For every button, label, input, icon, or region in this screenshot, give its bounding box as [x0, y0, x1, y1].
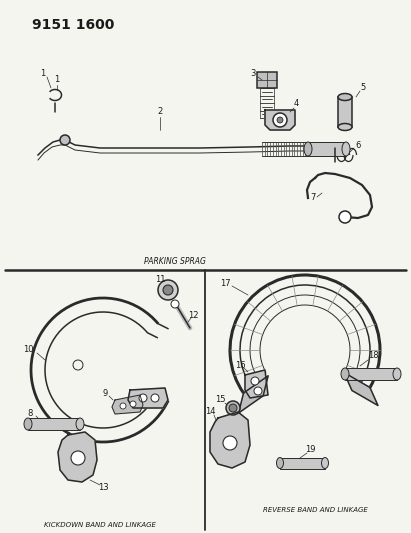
Polygon shape — [112, 395, 143, 414]
Text: 1: 1 — [40, 69, 46, 77]
Ellipse shape — [342, 142, 350, 156]
Text: 14: 14 — [205, 408, 215, 416]
Polygon shape — [210, 412, 250, 468]
Text: 16: 16 — [235, 360, 245, 369]
Bar — [280, 458, 325, 469]
Ellipse shape — [76, 418, 84, 430]
Ellipse shape — [277, 457, 284, 469]
Circle shape — [151, 394, 159, 402]
Circle shape — [339, 211, 351, 223]
Bar — [308, 142, 346, 156]
Circle shape — [158, 280, 178, 300]
Text: 15: 15 — [215, 395, 225, 405]
Ellipse shape — [393, 368, 401, 380]
Text: 1: 1 — [54, 76, 60, 85]
Polygon shape — [344, 373, 378, 406]
Circle shape — [163, 285, 173, 295]
Circle shape — [171, 300, 179, 308]
Text: 2: 2 — [157, 108, 163, 117]
Text: 7: 7 — [310, 193, 316, 203]
Text: 6: 6 — [356, 141, 361, 149]
Circle shape — [139, 394, 147, 402]
Polygon shape — [128, 388, 168, 408]
Polygon shape — [58, 432, 97, 482]
Ellipse shape — [338, 93, 352, 101]
Circle shape — [130, 401, 136, 407]
Circle shape — [226, 401, 240, 415]
Text: 10: 10 — [23, 345, 33, 354]
Text: 3: 3 — [250, 69, 256, 77]
Text: REVERSE BAND AND LINKAGE: REVERSE BAND AND LINKAGE — [263, 507, 367, 513]
Ellipse shape — [304, 142, 312, 156]
Polygon shape — [265, 110, 295, 130]
Ellipse shape — [341, 368, 349, 380]
Ellipse shape — [24, 418, 32, 430]
Text: 4: 4 — [293, 99, 299, 108]
Circle shape — [60, 135, 70, 145]
Text: 9151 1600: 9151 1600 — [32, 18, 114, 32]
Text: 5: 5 — [360, 83, 366, 92]
Text: 8: 8 — [27, 408, 33, 417]
Text: 9: 9 — [102, 389, 108, 398]
Circle shape — [254, 387, 262, 395]
Text: KICKDOWN BAND AND LINKAGE: KICKDOWN BAND AND LINKAGE — [44, 522, 156, 528]
Text: 13: 13 — [98, 483, 109, 492]
Text: 12: 12 — [188, 311, 198, 320]
Circle shape — [120, 403, 126, 409]
Text: 19: 19 — [305, 446, 315, 455]
Polygon shape — [238, 376, 268, 413]
Circle shape — [251, 377, 259, 385]
Ellipse shape — [321, 457, 328, 469]
Circle shape — [229, 404, 237, 412]
Bar — [28, 418, 80, 430]
Bar — [257, 72, 277, 88]
Text: 11: 11 — [155, 276, 165, 285]
Polygon shape — [245, 370, 268, 398]
Bar — [345, 368, 397, 380]
Text: 18: 18 — [368, 351, 378, 360]
Text: 17: 17 — [220, 279, 230, 287]
Ellipse shape — [338, 124, 352, 131]
Circle shape — [223, 436, 237, 450]
Circle shape — [273, 113, 287, 127]
Circle shape — [277, 117, 283, 123]
Circle shape — [71, 451, 85, 465]
Bar — [338, 97, 352, 127]
Text: PARKING SPRAG: PARKING SPRAG — [144, 257, 206, 266]
